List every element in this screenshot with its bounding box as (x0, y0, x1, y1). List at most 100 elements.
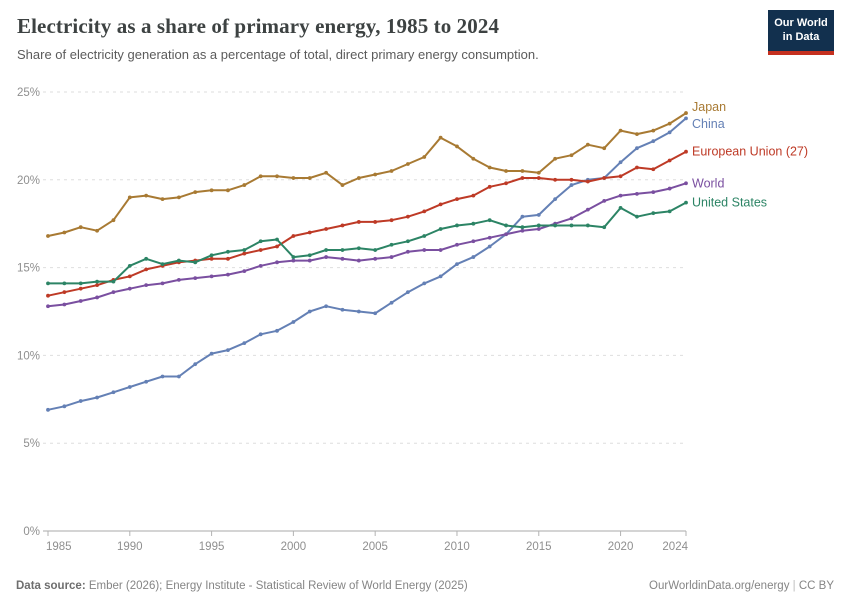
data-point-china (95, 395, 99, 400)
data-point-united-states (569, 223, 574, 228)
data-point-european-union-27 (209, 256, 214, 261)
data-point-china (684, 116, 688, 121)
data-point-japan (258, 174, 263, 179)
data-point-world (471, 239, 476, 244)
header: Electricity as a share of primary energy… (17, 14, 833, 62)
data-point-european-union-27 (405, 214, 410, 219)
data-point-united-states (275, 237, 279, 242)
data-point-world (307, 258, 312, 263)
data-point-united-states (635, 214, 639, 219)
y-tick-label: 15% (17, 263, 40, 275)
data-point-european-union-27 (553, 177, 558, 182)
data-point-japan (78, 225, 83, 230)
data-point-world (602, 198, 607, 203)
data-point-world (635, 191, 639, 196)
x-tick-label: 2005 (362, 541, 388, 553)
data-point-world (226, 272, 230, 277)
data-point-united-states (144, 256, 149, 261)
data-point-japan (291, 176, 296, 180)
data-point-japan (340, 183, 345, 187)
data-point-china (553, 197, 558, 202)
data-point-united-states (356, 246, 361, 251)
data-point-japan (487, 165, 492, 170)
data-point-japan (209, 188, 214, 193)
data-point-united-states (602, 225, 607, 230)
series-end-label-china[interactable]: China (692, 117, 725, 131)
data-point-european-union-27 (585, 179, 590, 184)
data-point-world (520, 228, 525, 233)
data-point-japan (684, 111, 688, 115)
data-point-european-union-27 (389, 218, 394, 223)
data-point-japan (356, 176, 361, 180)
data-point-world (62, 302, 67, 307)
series-end-label-united-states[interactable]: United States (692, 196, 767, 210)
data-point-japan (602, 146, 607, 151)
data-point-japan (275, 174, 279, 179)
data-point-european-union-27 (422, 209, 427, 214)
data-point-united-states (487, 218, 492, 223)
data-point-china (46, 407, 50, 412)
data-point-world (373, 256, 378, 261)
data-point-china (127, 385, 132, 389)
data-point-european-union-27 (62, 290, 67, 295)
data-point-european-union-27 (438, 202, 443, 207)
x-tick-label: 2024 (662, 541, 688, 553)
data-point-european-union-27 (536, 176, 541, 180)
chart-title: Electricity as a share of primary energy… (17, 14, 500, 38)
data-point-japan (242, 183, 247, 187)
series-end-label-world[interactable]: World (692, 176, 724, 190)
data-point-japan (226, 188, 230, 193)
data-point-world (291, 258, 296, 263)
data-point-united-states (324, 248, 329, 252)
series-line-china[interactable] (47, 117, 687, 411)
series-line-japan[interactable] (47, 112, 687, 237)
data-point-china (438, 274, 443, 279)
series-line-european-union-27[interactable] (47, 150, 687, 297)
data-point-china (520, 214, 525, 219)
data-point-world (127, 286, 132, 291)
data-point-china (62, 404, 67, 409)
data-point-world (585, 207, 590, 212)
data-point-japan (176, 195, 181, 200)
data-point-world (209, 274, 214, 279)
data-point-european-union-27 (307, 230, 312, 235)
owid-url-link[interactable]: OurWorldinData.org/energy (649, 580, 790, 592)
data-point-united-states (405, 239, 410, 244)
data-source-label: Data source: (16, 580, 86, 592)
data-point-world (324, 255, 329, 259)
data-point-world (667, 186, 672, 191)
data-point-european-union-27 (127, 274, 132, 279)
data-point-european-union-27 (569, 177, 574, 182)
data-point-world (504, 232, 508, 237)
series-end-label-european-union-27[interactable]: European Union (27) (692, 145, 808, 159)
data-point-china (569, 183, 574, 187)
data-point-china (667, 130, 672, 135)
owid-logo[interactable]: Our World in Data (768, 10, 834, 55)
data-point-european-union-27 (487, 184, 492, 189)
data-point-united-states (373, 248, 378, 252)
series-line-world[interactable] (47, 182, 687, 308)
data-point-japan (618, 128, 623, 133)
x-tick-label: 1995 (199, 541, 225, 553)
data-point-china (356, 309, 361, 314)
data-point-japan (553, 156, 558, 161)
data-point-world (356, 258, 361, 263)
data-point-european-union-27 (340, 223, 345, 228)
data-point-united-states (62, 281, 67, 286)
data-point-european-union-27 (95, 283, 99, 288)
data-point-united-states (520, 225, 525, 230)
data-point-china (275, 328, 279, 333)
data-point-japan (389, 169, 394, 173)
data-point-china (389, 300, 394, 305)
data-point-united-states (471, 221, 476, 226)
data-point-united-states (618, 205, 623, 210)
series-end-label-japan[interactable]: Japan (692, 100, 726, 114)
data-point-japan (471, 156, 476, 161)
series-line-united-states[interactable] (47, 201, 687, 285)
data-point-united-states (46, 281, 50, 286)
license-cc-by-link[interactable]: CC BY (798, 580, 834, 592)
data-point-united-states (536, 223, 541, 228)
data-point-china (160, 374, 165, 379)
data-point-world (242, 269, 247, 274)
data-point-world (438, 248, 443, 252)
